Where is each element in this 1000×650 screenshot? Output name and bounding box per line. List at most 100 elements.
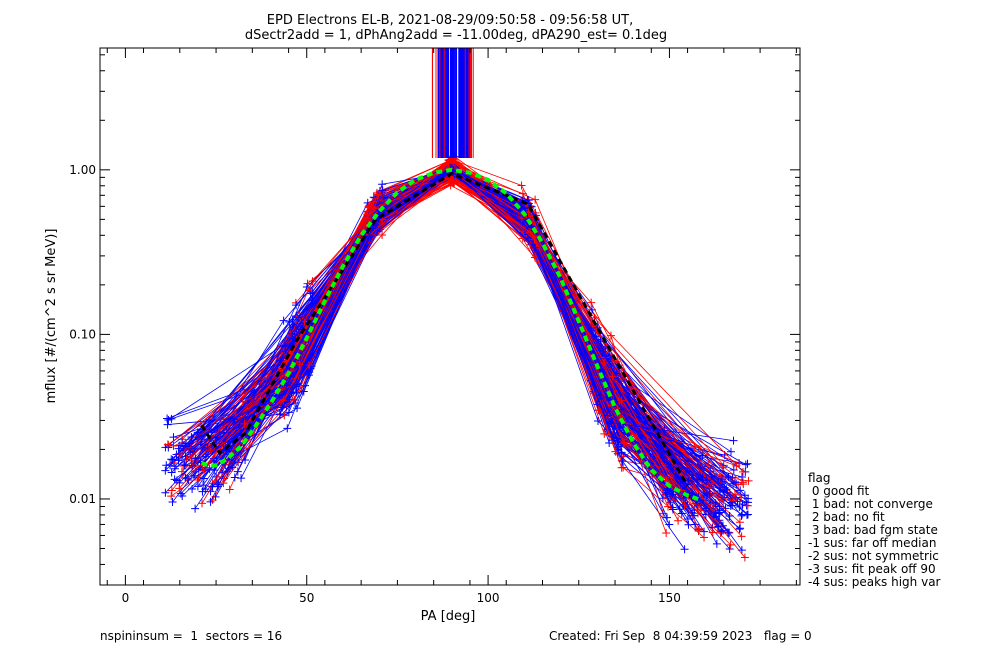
- trace-point: [373, 191, 382, 200]
- trace-point: [743, 501, 752, 510]
- trace-point: [308, 296, 317, 305]
- trace-line: [198, 169, 693, 513]
- trace-point: [191, 504, 200, 513]
- trace-point: [729, 465, 738, 474]
- trace-line: [295, 169, 696, 525]
- chart-title: EPD Electrons EL-B, 2021-08-29/09:50:58 …: [267, 13, 633, 28]
- trace-line: [191, 168, 711, 504]
- trace-point: [587, 326, 596, 335]
- trace-point: [199, 474, 208, 483]
- trace-line: [189, 165, 730, 533]
- trace-line: [204, 170, 674, 495]
- trace-point: [185, 452, 194, 461]
- trace-point: [299, 387, 308, 396]
- trace-point: [283, 424, 292, 433]
- trace-point: [207, 428, 216, 437]
- trace-point: [606, 331, 615, 340]
- trace-point: [698, 473, 707, 482]
- x-tick-label: 0: [122, 591, 130, 605]
- legend-entry: 3 bad: bad fgm state: [808, 523, 938, 537]
- trace-point: [744, 476, 753, 485]
- trace-point: [168, 497, 177, 506]
- trace-point: [736, 524, 745, 533]
- trace-point: [662, 529, 671, 538]
- trace-point: [292, 388, 301, 397]
- legend-entry: 0 good fit: [808, 484, 870, 498]
- trace-point: [170, 475, 179, 484]
- legend-entry: 2 bad: no fit: [808, 510, 885, 524]
- trace-point: [163, 440, 172, 449]
- trace-point: [205, 465, 214, 474]
- trace-point: [378, 230, 387, 239]
- trace-point: [729, 436, 738, 445]
- trace-line: [287, 165, 699, 530]
- trace-point: [174, 444, 183, 453]
- legend-entry: -2 sus: not symmetric: [808, 549, 939, 563]
- trace-point: [193, 476, 202, 485]
- trace-point: [163, 420, 172, 429]
- trace-line: [182, 158, 705, 538]
- trace-point: [738, 478, 747, 487]
- y-axis-ticks: 0.01 0.10 1.00: [69, 54, 800, 586]
- trace-point: [284, 408, 293, 417]
- trace-point: [593, 417, 602, 426]
- trace-point: [683, 514, 692, 523]
- trace-point: [593, 400, 602, 409]
- trace-point: [186, 448, 195, 457]
- fit-curve: [200, 167, 703, 503]
- footer-created-info: Created: Fri Sep 8 04:39:59 2023 flag = …: [549, 629, 812, 643]
- trace-point: [724, 529, 733, 538]
- trace-point: [726, 447, 735, 456]
- trace-point: [164, 415, 173, 424]
- y-tick-label: 0.10: [69, 327, 96, 341]
- trace-point: [208, 482, 217, 491]
- trace-point: [738, 500, 747, 509]
- median-curve: [200, 171, 689, 487]
- trace-point: [608, 372, 617, 381]
- y-tick-label: 1.00: [69, 163, 96, 177]
- trace-point: [281, 342, 290, 351]
- trace-point: [230, 473, 239, 482]
- trace-point: [715, 473, 724, 482]
- trace-point: [695, 524, 704, 533]
- trace-point: [587, 298, 596, 307]
- trace-point: [167, 468, 176, 477]
- trace-point: [705, 489, 714, 498]
- trace-point: [530, 243, 539, 252]
- trace-point: [722, 485, 731, 494]
- trace-point: [619, 439, 628, 448]
- trace-line: [182, 171, 667, 493]
- trace-point: [206, 497, 215, 506]
- trace-point: [520, 203, 529, 212]
- trace-point: [680, 545, 689, 554]
- trace-point: [708, 528, 717, 537]
- trace-line: [286, 164, 694, 517]
- trace-line: [290, 178, 700, 529]
- trace-point: [709, 479, 718, 488]
- trace-point: [180, 460, 189, 469]
- trace-point: [741, 460, 750, 469]
- trace-point: [161, 488, 170, 497]
- fit-line: [200, 167, 703, 503]
- trace-point: [715, 508, 724, 517]
- trace-point: [279, 316, 288, 325]
- median-line: [200, 171, 689, 487]
- trace-point: [725, 545, 734, 554]
- trace-point: [198, 487, 207, 496]
- trace-point: [611, 447, 620, 456]
- trace-point: [735, 459, 744, 468]
- peak-spikes: [431, 48, 474, 159]
- trace-line: [170, 180, 717, 523]
- trace-point: [739, 467, 748, 476]
- trace-point: [605, 418, 614, 427]
- trace-line: [165, 169, 705, 532]
- trace-point: [700, 527, 709, 536]
- trace-point: [668, 505, 677, 514]
- trace-point: [605, 438, 614, 447]
- trace-line: [188, 170, 717, 517]
- trace-point: [182, 439, 191, 448]
- trace-point: [702, 504, 711, 513]
- trace-point: [677, 509, 686, 518]
- trace-point: [167, 486, 176, 495]
